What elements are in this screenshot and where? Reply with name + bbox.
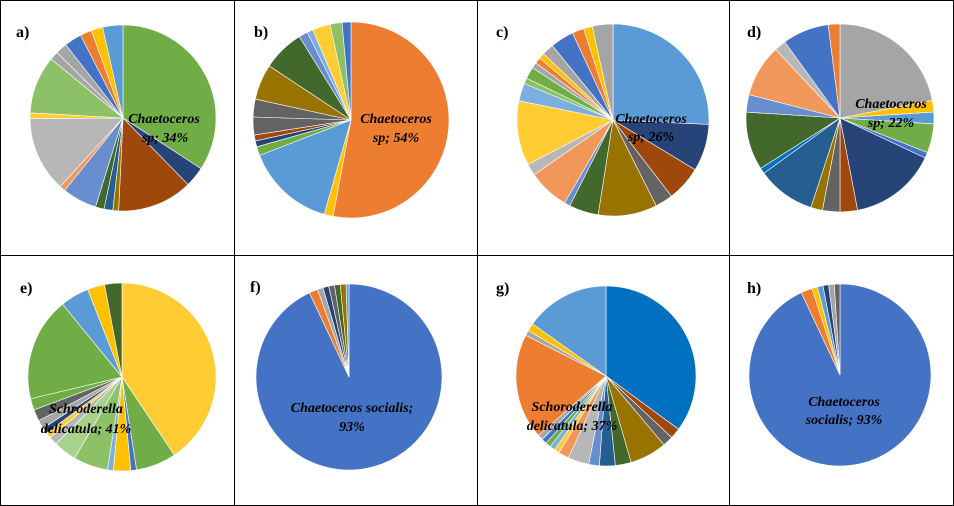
pie-slice-13 <box>27 303 123 400</box>
pie-panel-a: a) Chaetoceros sp; 34% <box>16 24 217 212</box>
pie-slice-7 <box>345 283 350 378</box>
pie-slice-14 <box>341 21 352 121</box>
panel-label: f) <box>250 279 261 296</box>
panel-label: h) <box>747 280 761 297</box>
pie-slice-16 <box>827 23 841 119</box>
pie-annotation-line1: Chaetoceros <box>128 112 200 127</box>
panel-label: g) <box>496 280 509 297</box>
pie-panel-e: e) Schroderella delicatula; 41% <box>20 280 217 472</box>
pie-annotation-line1: Schroderella <box>49 402 123 417</box>
pie-slice-0 <box>332 21 450 219</box>
pie-slice-17 <box>532 285 607 377</box>
pie-panel-g: g) Schoroderella delicatula; 37% <box>496 280 697 467</box>
pie-slice-8 <box>29 117 124 187</box>
pie-slice-0 <box>255 283 443 471</box>
pie-slice-16 <box>102 24 124 119</box>
pie-panel-c: c) Chaetoceros sp; 26% <box>496 23 710 217</box>
pie-annotation-line2: sp; 26% <box>627 130 674 145</box>
pie-slice-2 <box>118 117 189 212</box>
pie-panel-b: b) Chaetoceros sp; 54% <box>252 21 450 219</box>
pie-slice-0 <box>612 23 710 125</box>
pie-annotation-line1: Chaetoceros socialis; <box>291 401 414 416</box>
pie-slice-20 <box>591 23 614 121</box>
pie-panel-d: d) Chaetoceros sp; 22% <box>745 23 935 213</box>
pie-annotation-line2: sp; 54% <box>372 131 419 146</box>
pie-annotation-line2: sp; 22% <box>867 116 914 131</box>
pie-slice-16 <box>104 282 123 378</box>
pie-annotation-line2: delicatula; 41% <box>41 422 132 437</box>
pie-annotation-line1: Schoroderella <box>532 400 613 415</box>
pie-slice-14 <box>515 334 607 436</box>
pie-annotation-line2: 93% <box>339 420 365 435</box>
pie-slice-0 <box>839 23 933 119</box>
pie-slice-5 <box>839 117 926 211</box>
pie-slice-0 <box>605 285 697 430</box>
pie-slice-9 <box>516 100 614 165</box>
pie-annotation-line2: sp; 34% <box>141 131 188 146</box>
pie-panel-h: h) Chaetoceros socialis; 93% <box>747 280 932 467</box>
pie-annotation-line1: Chaetoceros <box>360 112 432 127</box>
panel-label: b) <box>254 24 268 41</box>
pie-slice-6 <box>833 283 841 376</box>
pie-annotation-line2: socialis; 93% <box>805 413 883 428</box>
pie-slice-2 <box>259 119 352 215</box>
panel-label: d) <box>747 24 761 41</box>
panel-label: c) <box>496 24 508 41</box>
pie-slice-0 <box>121 282 217 456</box>
panel-label: e) <box>20 280 32 297</box>
pie-annotation-line1: Chaetoceros <box>808 395 880 410</box>
pie-annotation-line2: delicatula; 37% <box>527 419 618 434</box>
pie-annotation-line1: Chaetoceros <box>615 112 687 127</box>
panel-label: a) <box>16 24 29 41</box>
pie-panel-f: f) Chaetoceros socialis; 93% <box>250 279 443 471</box>
pie-annotation-line1: Chaetoceros <box>855 97 927 112</box>
